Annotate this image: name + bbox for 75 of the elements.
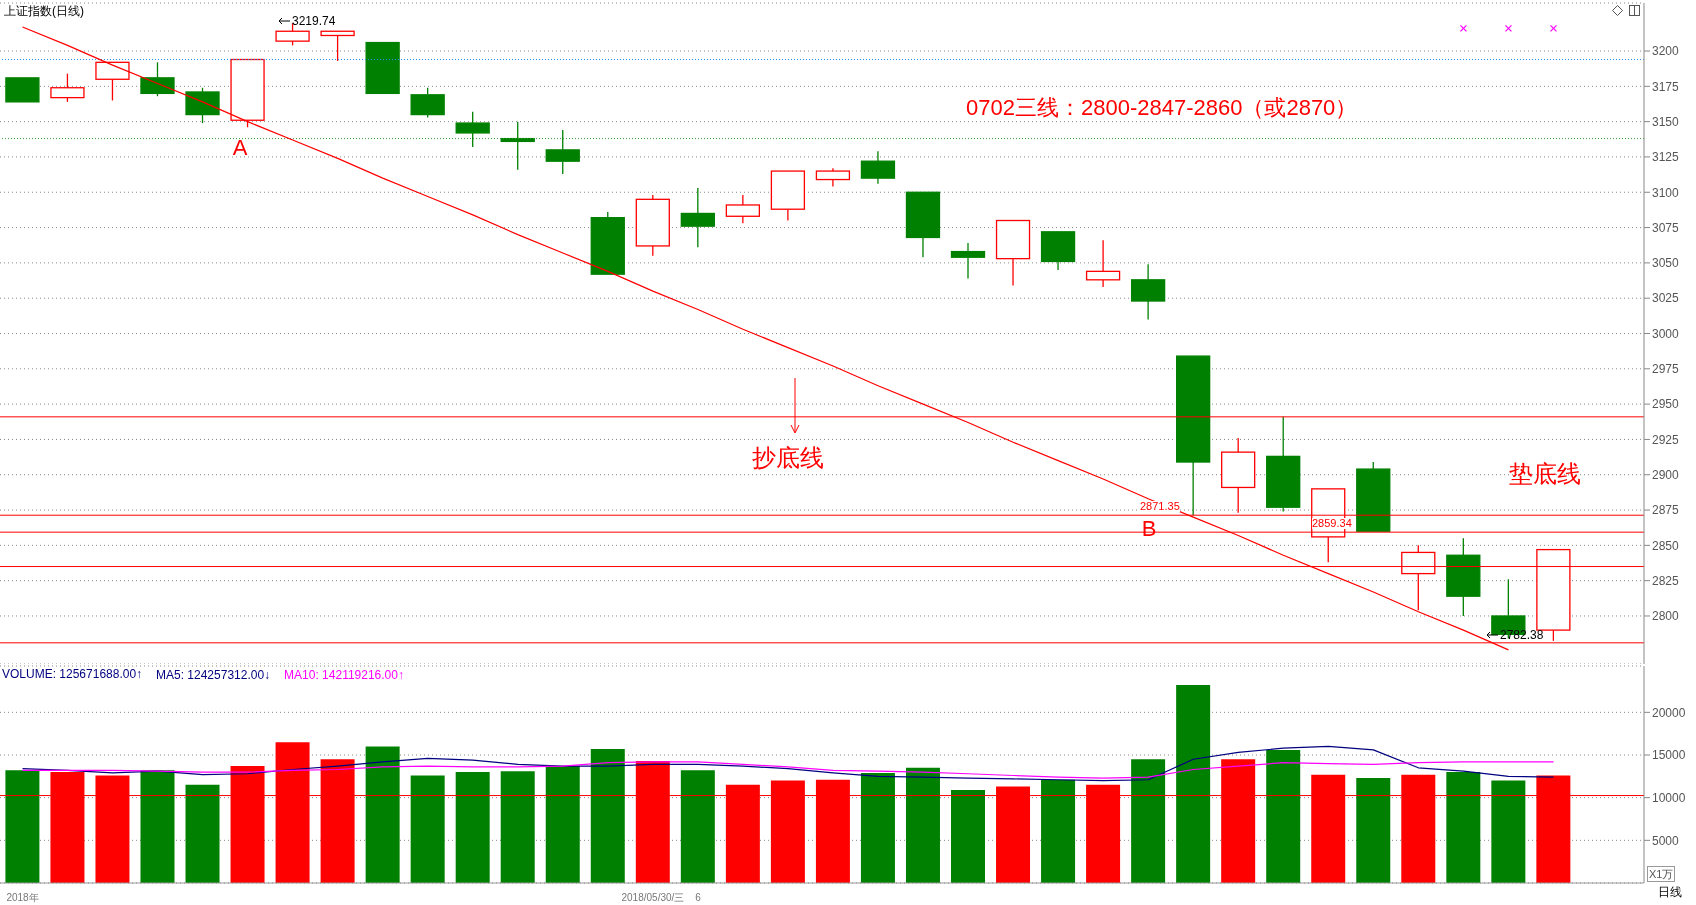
bar: [860, 772, 895, 883]
annotation: 2782.38: [1500, 627, 1544, 642]
bar: [590, 749, 625, 883]
bar: [905, 767, 940, 883]
bar: [140, 770, 175, 883]
x-tick-label: 6: [695, 892, 702, 903]
candlestick: [860, 150, 896, 185]
annotation: 抄底线: [752, 444, 824, 471]
candlestick: [5, 77, 40, 103]
bar: [680, 770, 715, 883]
candlestick: [320, 30, 355, 62]
y-tick-label: 3200: [1652, 44, 1680, 59]
y-tick-label: 2950: [1652, 397, 1680, 412]
y-tick-label: 2900: [1652, 468, 1680, 482]
bar: [1266, 749, 1301, 883]
x-tick-label: 2018/05/30/三: [621, 892, 685, 903]
bar: [1131, 759, 1166, 883]
candlestick: [770, 170, 806, 222]
annotation: A: [232, 135, 248, 160]
y-tick-label: 3025: [1652, 291, 1680, 306]
y-axis-title: X1万: [1647, 866, 1676, 882]
y-tick-label: 2925: [1652, 432, 1680, 447]
text: 日线: [1658, 885, 1682, 899]
bar: [1041, 779, 1076, 883]
bar: [1446, 772, 1481, 883]
text: MA5: 124257312.00↓: [156, 668, 271, 682]
y-tick-label: 2875: [1652, 503, 1680, 518]
candlestick: [95, 61, 130, 102]
y-tick-label: 2975: [1652, 362, 1680, 377]
bar: [1176, 685, 1211, 883]
bar: [410, 775, 445, 883]
annotation: 2859.34: [1312, 516, 1352, 529]
chart-title: 上证指数(日线): [4, 3, 84, 20]
x-tick-label: 2018年: [6, 892, 39, 903]
y-tick-label: 3000: [1652, 326, 1680, 341]
bar: [5, 770, 40, 883]
candlestick: [1085, 239, 1121, 288]
y-tick-label: 2850: [1652, 538, 1680, 553]
candlestick: [905, 191, 941, 258]
y-tick-label: 3175: [1652, 79, 1680, 94]
line-series: [21, 761, 1555, 779]
y-tick-label: 2800: [1652, 609, 1680, 624]
bar: [185, 784, 220, 883]
y-tick-label: 3050: [1652, 256, 1680, 271]
y-tick-label: 3100: [1652, 185, 1680, 200]
y-tick-label: 3150: [1652, 114, 1680, 129]
annotation: 2871.35: [1140, 499, 1180, 512]
y-tick-label: 2825: [1652, 573, 1680, 588]
annotation: 3219.74: [292, 14, 336, 28]
candlestick: [815, 167, 851, 188]
line-series: [21, 745, 1555, 782]
bar: [951, 789, 985, 883]
annotation: VOLUME: 125671688.00↑: [2, 667, 143, 681]
candlestick: [725, 194, 761, 224]
y-tick-label: 3125: [1652, 150, 1680, 165]
text: MA10: 142119216.00↑: [284, 668, 404, 682]
y-tick-label: 20000: [1652, 705, 1686, 720]
candlestick: [680, 187, 715, 248]
candlestick: [1040, 231, 1076, 271]
y-tick-label: 15000: [1652, 748, 1686, 763]
bar: [500, 771, 535, 883]
candlestick: [1130, 263, 1166, 321]
annotation: 0702三线：2800-2847-2860（或2870）: [966, 95, 1358, 120]
y-tick-label: 10000: [1652, 790, 1686, 805]
bar: [1356, 778, 1391, 883]
candlestick: [950, 242, 986, 280]
bar: [455, 772, 490, 883]
y-tick-label: 5000: [1652, 833, 1680, 848]
candlestick: [995, 219, 1031, 287]
bar: [365, 746, 400, 883]
bar: [545, 766, 580, 883]
candlestick: [365, 41, 400, 95]
y-tick-label: 3075: [1652, 220, 1680, 235]
annotation: 垫底线: [1509, 460, 1581, 487]
bar: [1491, 780, 1526, 883]
